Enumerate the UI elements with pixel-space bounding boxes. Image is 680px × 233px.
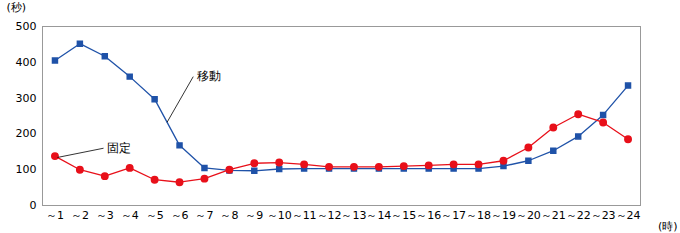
svg-text:移動: 移動 bbox=[197, 69, 221, 83]
svg-text:400: 400 bbox=[16, 56, 37, 69]
svg-text:～10: ～10 bbox=[267, 209, 292, 222]
svg-text:～20: ～20 bbox=[516, 209, 541, 222]
svg-text:～7: ～7 bbox=[195, 209, 213, 222]
svg-text:～19: ～19 bbox=[491, 209, 516, 222]
svg-text:～11: ～11 bbox=[292, 209, 317, 222]
svg-text:～22: ～22 bbox=[566, 209, 591, 222]
svg-text:100: 100 bbox=[16, 163, 37, 176]
svg-text:200: 200 bbox=[16, 127, 37, 140]
svg-text:(時): (時) bbox=[658, 220, 678, 233]
svg-text:固定: 固定 bbox=[107, 141, 131, 155]
svg-text:～17: ～17 bbox=[441, 209, 466, 222]
svg-text:～5: ～5 bbox=[146, 209, 164, 222]
svg-text:～18: ～18 bbox=[466, 209, 491, 222]
svg-text:500: 500 bbox=[16, 20, 37, 33]
svg-text:～2: ～2 bbox=[71, 209, 89, 222]
svg-text:～1: ～1 bbox=[46, 209, 64, 222]
svg-text:0: 0 bbox=[30, 199, 37, 212]
svg-text:～12: ～12 bbox=[317, 209, 342, 222]
svg-text:～16: ～16 bbox=[416, 209, 441, 222]
svg-text:～24: ～24 bbox=[616, 209, 641, 222]
svg-text:(秒): (秒) bbox=[7, 1, 27, 14]
svg-text:～4: ～4 bbox=[121, 209, 139, 222]
svg-text:～15: ～15 bbox=[391, 209, 416, 222]
svg-text:～23: ～23 bbox=[591, 209, 616, 222]
svg-text:～9: ～9 bbox=[245, 209, 263, 222]
svg-text:～8: ～8 bbox=[220, 209, 238, 222]
svg-text:～6: ～6 bbox=[171, 209, 189, 222]
svg-text:～3: ～3 bbox=[96, 209, 114, 222]
svg-text:～13: ～13 bbox=[341, 209, 366, 222]
svg-text:～21: ～21 bbox=[541, 209, 566, 222]
svg-text:300: 300 bbox=[16, 92, 37, 105]
svg-text:～14: ～14 bbox=[366, 209, 391, 222]
